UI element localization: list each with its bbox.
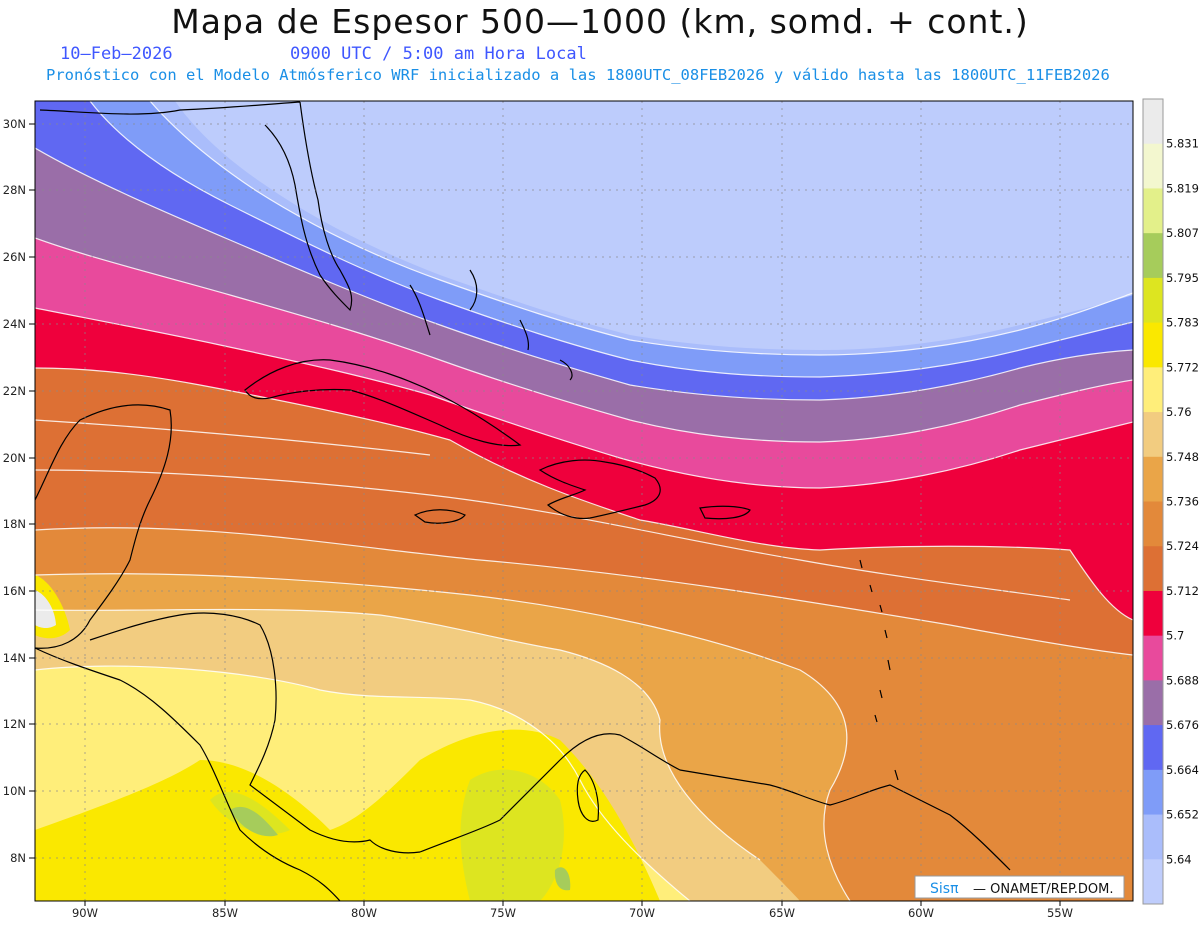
lat-label: 24N [3, 317, 26, 331]
legend-swatch [1143, 143, 1163, 189]
lon-label: 80W [351, 906, 377, 920]
legend-labels: 5.831 5.819 5.807 5.795 5.783 5.772 5.76 5.748 5… [1166, 137, 1199, 867]
lat-label: 10N [3, 784, 26, 798]
credit-box: Sisπ — ONAMET/REP.DOM. [914, 875, 1125, 899]
lat-label: 8N [10, 851, 26, 865]
lon-label: 70W [629, 906, 655, 920]
lat-label: 20N [3, 451, 26, 465]
legend-swatch [1143, 680, 1163, 726]
legend-frame [1142, 98, 1164, 905]
lon-label: 60W [908, 906, 934, 920]
legend-swatch [1143, 277, 1163, 324]
legend-swatches [1143, 99, 1163, 905]
legend-swatch [1143, 814, 1163, 860]
lat-label: 26N [3, 250, 26, 264]
latitude-labels: 30N 28N 26N 24N 22N 20N 18N 16N 14N 12N … [3, 117, 26, 865]
lat-lon-grid [35, 101, 1133, 901]
legend-value: 5.76 [1166, 405, 1192, 419]
legend-value: 5.783 [1166, 316, 1199, 330]
band-5783 [210, 769, 564, 901]
band-lowest [175, 101, 1133, 350]
credit-brand: Sisπ [930, 881, 959, 897]
legend-value: 5.676 [1166, 718, 1199, 732]
legend-swatch [1143, 367, 1163, 413]
legend-value: 5.807 [1166, 226, 1199, 240]
valid-date: 10—Feb—2026 [60, 44, 173, 64]
hotspot-west-inner [35, 590, 56, 629]
legend-swatch [1143, 233, 1163, 279]
legend-swatch [1143, 188, 1163, 234]
legend-value: 5.831 [1166, 137, 1199, 151]
coastlines [35, 101, 1011, 901]
legend-swatch [1143, 725, 1163, 771]
legend-swatch [1143, 546, 1163, 592]
contour-lines [35, 101, 1133, 901]
legend-value: 5.748 [1166, 450, 1199, 464]
legend-swatch [1143, 99, 1163, 145]
lat-label: 28N [3, 183, 26, 197]
lon-label: 90W [72, 906, 98, 920]
legend-value: 5.7 [1166, 629, 1184, 643]
lon-label: 75W [490, 906, 516, 920]
lat-label: 16N [3, 584, 26, 598]
lon-label: 55W [1047, 906, 1073, 920]
model-subtitle: Pronóstico con el Modelo Atmósferico WRF… [46, 66, 1110, 84]
lat-label: 14N [3, 651, 26, 665]
map-frame [34, 100, 1134, 902]
lon-ticks [84, 901, 1061, 906]
legend-swatch [1143, 590, 1163, 637]
legend-swatch [1143, 456, 1163, 502]
legend-value: 5.736 [1166, 495, 1199, 509]
legend-swatch [1143, 322, 1163, 368]
color-legend: 5.831 5.819 5.807 5.795 5.783 5.772 5.76 5.748 5… [1142, 98, 1199, 905]
lat-label: 30N [3, 117, 26, 131]
legend-value: 5.712 [1166, 584, 1199, 598]
legend-swatch [1143, 501, 1163, 547]
legend-value: 5.772 [1166, 360, 1199, 374]
lat-label: 22N [3, 384, 26, 398]
thickness-field [35, 101, 1133, 901]
legend-value: 5.724 [1166, 539, 1199, 553]
lat-label: 12N [3, 717, 26, 731]
longitude-labels: 90W 85W 80W 75W 70W 65W 60W 55W [72, 906, 1073, 920]
legend-value: 5.688 [1166, 673, 1199, 687]
legend-value: 5.664 [1166, 763, 1199, 777]
legend-value: 5.652 [1166, 808, 1199, 822]
legend-swatch [1143, 635, 1163, 681]
lon-label: 65W [769, 906, 795, 920]
credit-text: — ONAMET/REP.DOM. [973, 882, 1114, 897]
valid-time: 0900 UTC / 5:00 am Hora Local [290, 44, 587, 64]
legend-swatch [1143, 412, 1163, 458]
legend-swatch [1143, 769, 1163, 816]
lat-label: 18N [3, 517, 26, 531]
legend-value: 5.819 [1166, 181, 1199, 195]
legend-value: 5.64 [1166, 852, 1192, 866]
legend-swatch [1143, 859, 1163, 905]
lat-ticks [29, 123, 35, 859]
legend-value: 5.795 [1166, 271, 1199, 285]
map-title: Mapa de Espesor 500—1000 (km, somd. + co… [171, 2, 1029, 41]
lon-label: 85W [212, 906, 238, 920]
